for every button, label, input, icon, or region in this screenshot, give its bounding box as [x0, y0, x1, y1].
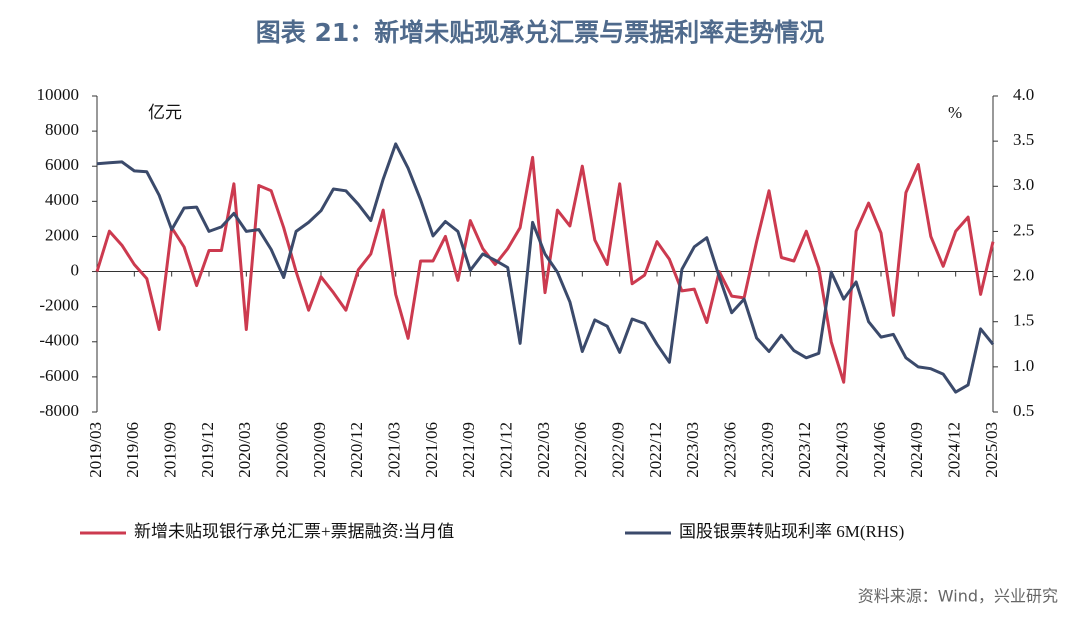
y-tick-label: -2000 — [39, 296, 79, 315]
y2-tick-label: 3.0 — [1013, 175, 1034, 194]
x-tick-label: 2021/09 — [459, 422, 478, 478]
x-tick-label: 2021/03 — [385, 422, 404, 478]
x-tick-label: 2024/09 — [907, 422, 926, 478]
x-tick-label: 2020/09 — [310, 422, 329, 478]
y2-axis-label: % — [948, 103, 962, 122]
x-tick-label: 2024/12 — [945, 422, 964, 478]
x-tick-label: 2022/06 — [571, 422, 590, 478]
y2-tick-label: 2.5 — [1013, 220, 1034, 239]
x-tick-label: 2020/06 — [273, 422, 292, 478]
y-tick-label: 6000 — [45, 155, 79, 174]
x-tick-label: 2022/12 — [646, 422, 665, 478]
y-tick-label: -4000 — [39, 331, 79, 350]
legend-label: 国股银票转贴现利率 6M(RHS) — [679, 522, 904, 541]
x-tick-label: 2019/09 — [161, 422, 180, 478]
y-tick-label: -8000 — [39, 401, 79, 420]
x-tick-label: 2023/09 — [758, 422, 777, 478]
x-tick-label: 2020/03 — [235, 422, 254, 478]
x-tick-label: 2022/03 — [534, 422, 553, 478]
x-tick-label: 2024/06 — [870, 422, 889, 478]
x-tick-label: 2025/03 — [982, 422, 1001, 478]
y2-tick-label: 0.5 — [1013, 401, 1034, 420]
x-tick-label: 2021/06 — [422, 422, 441, 478]
y-tick-label: -6000 — [39, 366, 79, 385]
y2-tick-label: 2.0 — [1013, 265, 1034, 284]
y-tick-label: 10000 — [37, 85, 80, 104]
y-tick-label: 8000 — [45, 120, 79, 139]
x-tick-label: 2019/03 — [86, 422, 105, 478]
y-tick-label: 4000 — [45, 190, 79, 209]
y-axis-label: 亿元 — [148, 103, 182, 122]
x-tick-label: 2023/03 — [683, 422, 702, 478]
y-tick-label: 2000 — [45, 225, 79, 244]
chart-title: 图表 21：新增未贴现承兑汇票与票据利率走势情况 — [256, 18, 825, 47]
x-tick-label: 2023/06 — [721, 422, 740, 478]
y2-tick-label: 1.5 — [1013, 311, 1034, 330]
y2-tick-label: 1.0 — [1013, 356, 1034, 375]
source: 资料来源：Wind，兴业研究 — [858, 587, 1058, 606]
y-tick-label: 0 — [71, 260, 80, 279]
legend-label: 新增未贴现银行承兑汇票+票据融资:当月值 — [134, 522, 454, 541]
x-tick-label: 2019/12 — [198, 422, 217, 478]
series-line — [96, 142, 995, 394]
x-tick-label: 2021/12 — [497, 422, 516, 478]
x-tick-label: 2019/06 — [123, 422, 142, 478]
y2-tick-label: 4.0 — [1013, 85, 1034, 104]
x-tick-label: 2023/12 — [795, 422, 814, 478]
y2-tick-label: 3.5 — [1013, 130, 1034, 149]
x-tick-label: 2020/12 — [347, 422, 366, 478]
x-tick-label: 2022/09 — [609, 422, 628, 478]
x-tick-label: 2024/03 — [833, 422, 852, 478]
series-line — [95, 155, 995, 384]
